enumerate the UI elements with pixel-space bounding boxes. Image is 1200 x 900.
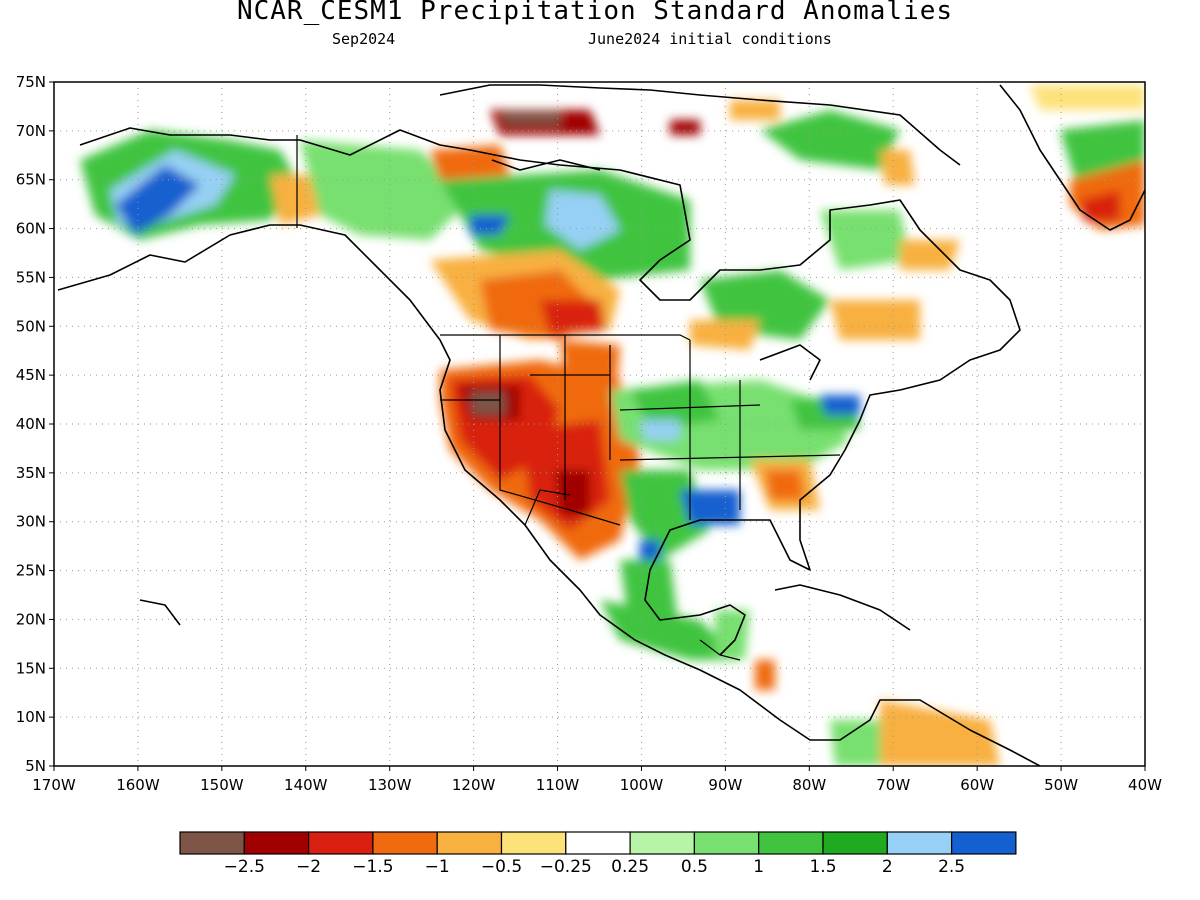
colorbar-labels: −2.5 −2 −1.5 −1 −0.5 −0.25 0.25 0.5 1 1.5 2 2.5 [224,857,965,877]
lat-tick-label: 25N [16,562,46,580]
lon-tick-label: 150W [200,776,244,794]
chart-title: NCAR_CESM1 Precipitation Standard Anomal… [236,0,954,26]
lat-tick-label: 55N [16,268,46,286]
lat-tick-label: 20N [16,610,46,628]
lon-tick-label: 140W [284,776,328,794]
colorbar-swatch [886,831,953,855]
colorbar-label: 0.25 [611,857,649,877]
lon-tick-label: 80W [792,776,826,794]
lon-tick-label: 120W [452,776,496,794]
colorbar-swatch [758,831,824,855]
colorbar [179,831,1017,855]
latitude-axis: 5N 10N 15N 20N 25N 30N 35N 40N 45N 50N 55N 60N 65N 70… [16,73,54,775]
colorbar-swatch [243,831,310,855]
longitude-axis: 170W 160W 150W 140W 130W 120W 110W 100W 90W 80W 70… [32,766,1162,794]
colorbar-label: 1.5 [809,857,836,877]
colorbar-label: 2 [882,857,893,877]
colorbar-label: 1 [753,857,764,877]
lat-tick-label: 75N [16,73,46,91]
colorbar-label: 2.5 [938,857,965,877]
lat-tick-label: 10N [16,708,46,726]
lat-tick-label: 45N [16,366,46,384]
lon-tick-label: 160W [116,776,160,794]
lon-tick-label: 110W [536,776,580,794]
gridlines [54,82,1145,766]
anomaly-field [80,85,1145,766]
colorbar-swatch [822,831,888,855]
political-borders [296,135,841,661]
lat-tick-label: 65N [16,171,46,189]
colorbar-label: −0.25 [540,857,592,877]
colorbar-swatch [693,831,760,855]
colorbar-swatch [372,831,438,855]
colorbar-swatch [565,831,631,855]
lon-tick-label: 130W [368,776,412,794]
lon-tick-label: 50W [1044,776,1078,794]
colorbar-swatch [308,831,374,855]
lat-tick-label: 50N [16,317,46,335]
colorbar-swatch [500,831,567,855]
lon-tick-label: 170W [32,776,76,794]
colorbar-label: −2.5 [224,857,265,877]
lon-tick-label: 60W [960,776,994,794]
lat-tick-label: 5N [25,757,46,775]
colorbar-swatch [436,831,503,855]
lat-tick-label: 15N [16,659,46,677]
lat-tick-label: 60N [16,220,46,238]
lat-tick-label: 70N [16,122,46,140]
colorbar-label: 0.5 [681,857,708,877]
lon-tick-label: 40W [1128,776,1162,794]
anomaly-shading [80,85,1145,766]
colorbar-label: −2 [296,857,321,877]
init-conditions-label: June2024 initial conditions [588,30,832,48]
lon-tick-label: 90W [708,776,742,794]
colorbar-swatch [629,831,695,855]
lon-tick-label: 70W [876,776,910,794]
lat-tick-label: 30N [16,513,46,531]
colorbar-swatch [950,831,1017,855]
colorbar-label: −1.5 [352,857,393,877]
colorbar-label: −0.5 [481,857,522,877]
valid-month-label: Sep2024 [332,30,396,48]
lon-tick-label: 100W [620,776,664,794]
lat-tick-label: 40N [16,415,46,433]
lat-tick-label: 35N [16,464,46,482]
colorbar-label: −1 [425,857,450,877]
colorbar-swatch [179,831,245,855]
